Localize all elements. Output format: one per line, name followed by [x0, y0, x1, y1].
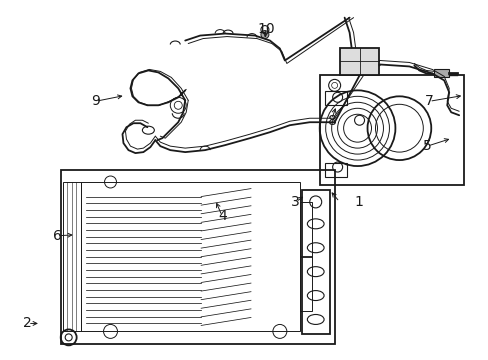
Bar	[319, 75, 463, 185]
Bar	[81, 182, 299, 332]
Bar	[299, 202, 311, 311]
Text: 5: 5	[422, 139, 431, 153]
Text: 3: 3	[291, 194, 300, 208]
Text: 10: 10	[257, 22, 275, 36]
Text: 1: 1	[354, 194, 363, 208]
Text: 4: 4	[218, 209, 226, 223]
Bar	[61, 170, 334, 345]
Bar	[433, 69, 448, 77]
Text: 8: 8	[327, 114, 336, 128]
Bar	[324, 163, 346, 177]
Bar	[339, 48, 379, 75]
Bar	[62, 182, 81, 332]
Text: 7: 7	[425, 94, 433, 108]
Text: 2: 2	[23, 316, 32, 330]
Text: 9: 9	[91, 94, 100, 108]
Bar	[301, 190, 329, 334]
Circle shape	[261, 31, 268, 39]
Text: 6: 6	[52, 229, 61, 243]
Bar	[324, 91, 346, 105]
